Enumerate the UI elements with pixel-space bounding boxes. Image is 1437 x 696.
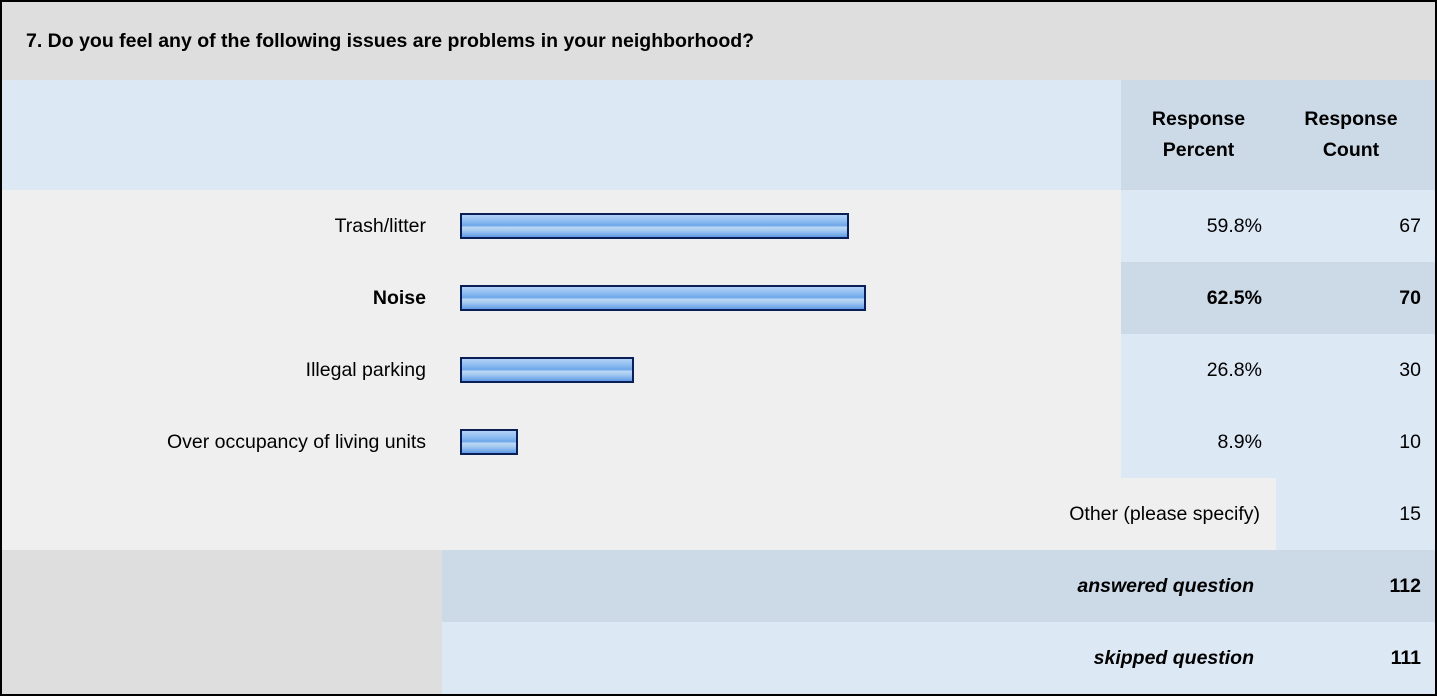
row-label: Trash/litter bbox=[2, 190, 442, 262]
skipped-question-label: skipped question bbox=[442, 622, 1276, 694]
response-count: 10 bbox=[1276, 406, 1435, 478]
skipped-spacer bbox=[2, 622, 442, 694]
response-bar bbox=[460, 285, 866, 311]
other-count: 15 bbox=[1276, 478, 1435, 550]
response-bar bbox=[460, 429, 518, 455]
response-percent: 62.5% bbox=[1121, 262, 1276, 334]
row-label: Noise bbox=[2, 262, 442, 334]
response-count-header: Response Count bbox=[1276, 80, 1426, 190]
response-bar bbox=[460, 357, 634, 383]
row-label: Illegal parking bbox=[2, 334, 442, 406]
skipped-question-count: 111 bbox=[1276, 622, 1435, 694]
other-label: Other (please specify) bbox=[2, 478, 1276, 550]
response-percent: 26.8% bbox=[1121, 334, 1276, 406]
answered-question-label: answered question bbox=[442, 550, 1276, 622]
question-title: 7. Do you feel any of the following issu… bbox=[2, 2, 1435, 80]
response-percent: 8.9% bbox=[1121, 406, 1276, 478]
response-percent-header: Response Percent bbox=[1121, 80, 1276, 190]
response-count: 30 bbox=[1276, 334, 1435, 406]
response-percent-header-line1: Response bbox=[1151, 108, 1246, 130]
response-count: 67 bbox=[1276, 190, 1435, 262]
response-bar bbox=[460, 213, 849, 239]
response-count-header-line2: Count bbox=[1322, 139, 1380, 161]
response-percent-header-line2: Percent bbox=[1162, 139, 1235, 161]
response-percent: 59.8% bbox=[1121, 190, 1276, 262]
row-label: Over occupancy of living units bbox=[2, 406, 442, 478]
answered-spacer bbox=[2, 550, 442, 622]
answered-question-count: 112 bbox=[1276, 550, 1435, 622]
response-count-header-line1: Response bbox=[1304, 108, 1398, 130]
bar-cell bbox=[442, 406, 1121, 478]
header-spacer bbox=[2, 80, 1121, 190]
response-count: 70 bbox=[1276, 262, 1435, 334]
header-right-edge bbox=[1426, 80, 1435, 190]
